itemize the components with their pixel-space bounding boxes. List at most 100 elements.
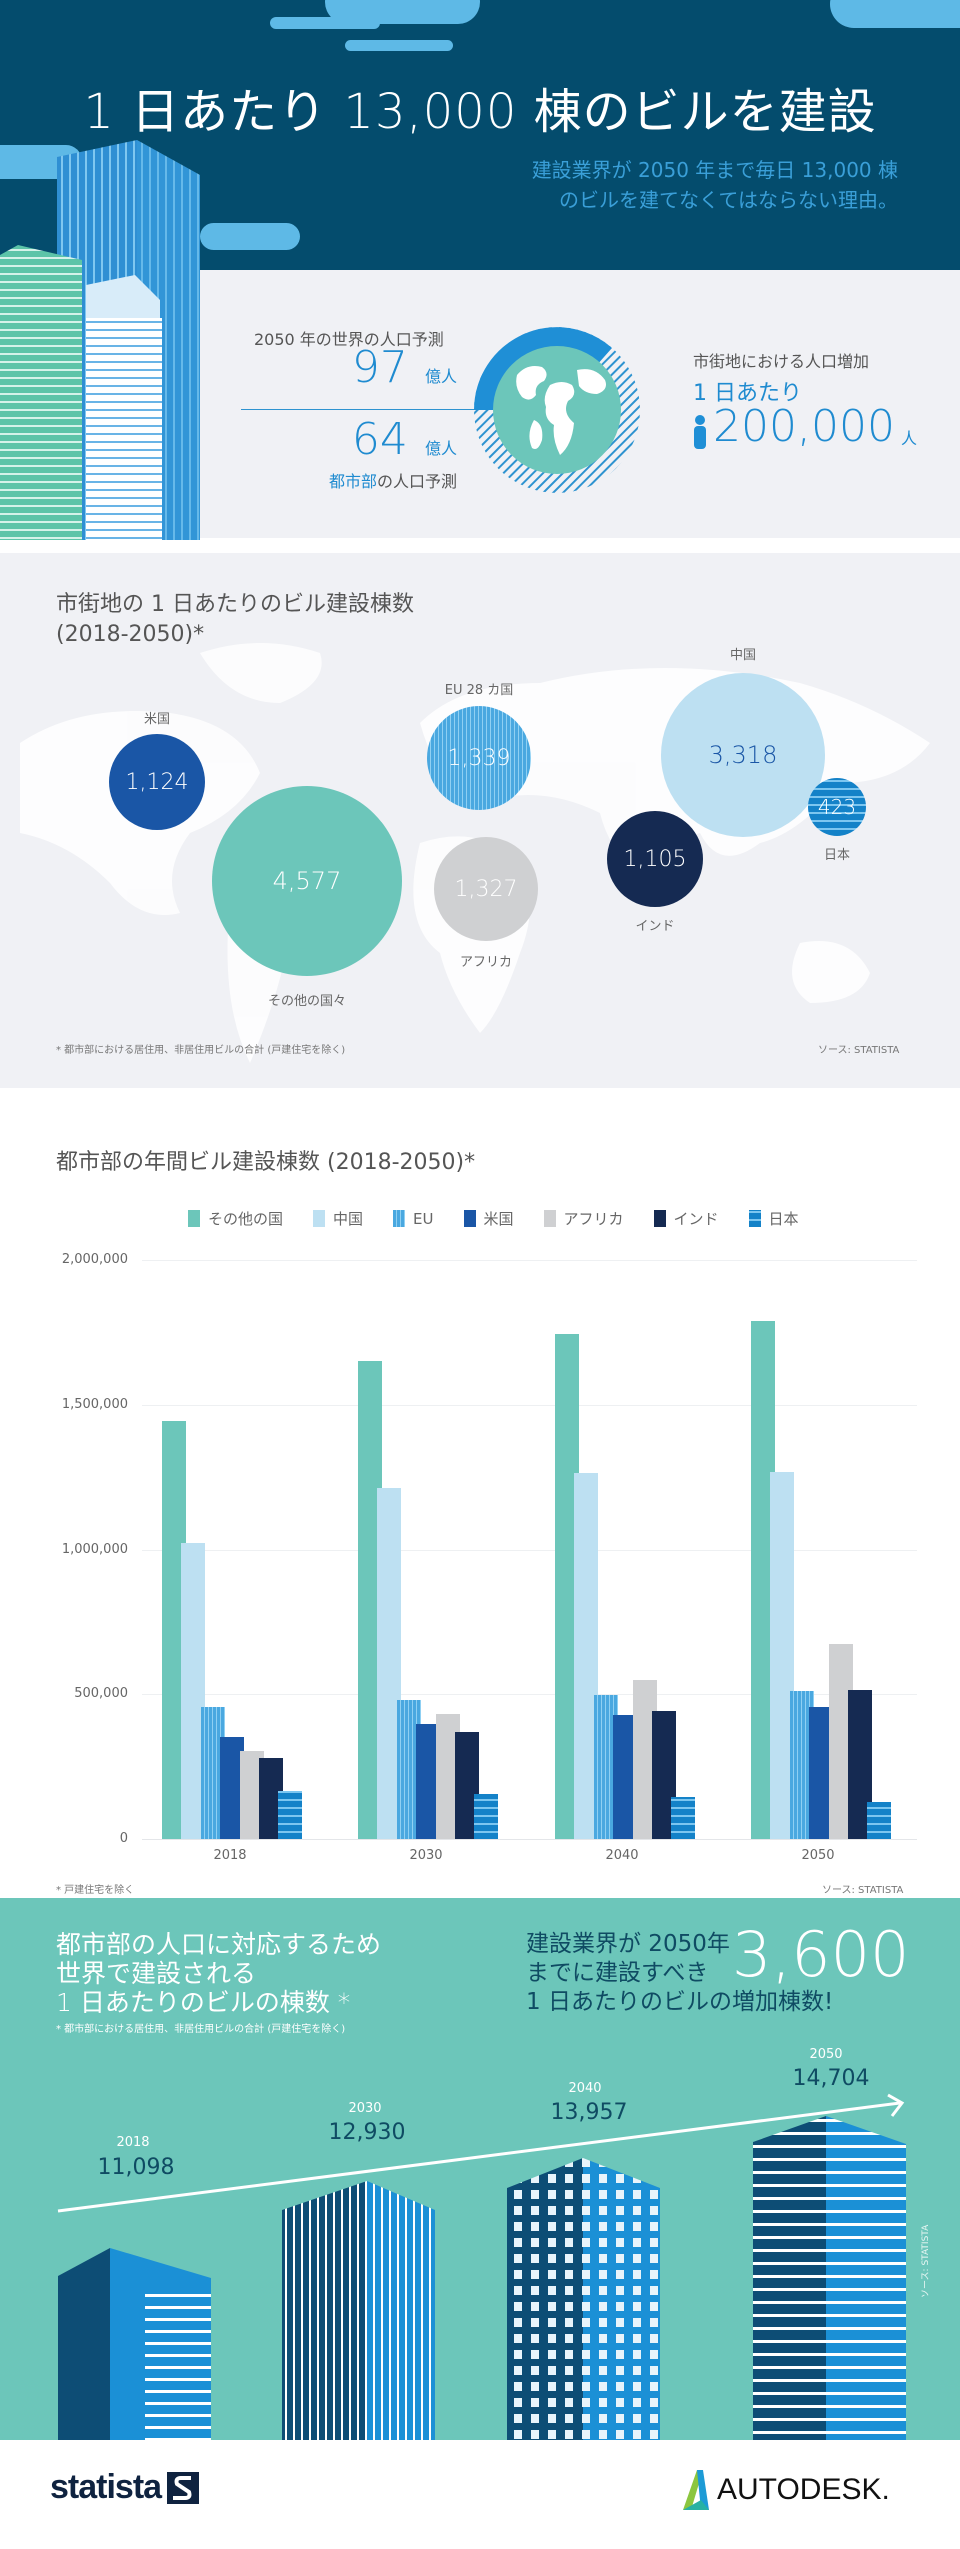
chart-legend: その他の国 中国 EU 米国 アフリカ インド 日本 [188, 1208, 799, 1229]
subtitle-line2: のビルを建てなくてはならない理由。 [559, 188, 898, 212]
daily-left-heading: 都市部の人口に対応するため 世界で建設される 1 日あたりのビルの棟数 * [56, 1930, 381, 2017]
per-day-value-row: 200,000 人 [693, 405, 917, 449]
legend-japan: 日本 [748, 1208, 799, 1229]
bubble-label-japan: 日本 [823, 848, 851, 863]
bubble-china: 3,318 [661, 673, 825, 837]
autodesk-icon [683, 2470, 709, 2510]
bubble-label-africa: アフリカ [459, 955, 513, 970]
per-day-value: 200,000 [713, 401, 895, 452]
bar [474, 1793, 499, 1839]
legend-other: その他の国 [188, 1208, 283, 1229]
big-number: 3,600 [732, 1918, 910, 1991]
bar [278, 1790, 303, 1839]
heading-line2: 世界で建設される [56, 1959, 257, 1988]
bubble-label-eu: EU 28 カ国 [444, 683, 514, 698]
year-value: 13,957 [550, 2100, 628, 2125]
urban-population-value: 64 億人 [340, 414, 457, 465]
bubble-label-china: 中国 [729, 648, 757, 663]
per-day-unit: 人 [900, 429, 917, 448]
heading-line3: 1 日あたりのビルの棟数 * [56, 1988, 351, 2017]
trend-arrow-icon [57, 2093, 905, 2213]
bubble-value: 1,105 [623, 846, 687, 872]
gridline [142, 1260, 917, 1261]
title-line1: 市街地の 1 日あたりのビル建設棟数 [56, 592, 414, 617]
x-label: 2030 [409, 1848, 443, 1863]
legend-label: 日本 [768, 1210, 799, 1228]
subtitle-line1: 建設業界が 2050 年まで毎日 13,000 棟 [531, 158, 898, 182]
daily-left-footnote: * 都市部における居住用、非居住用ビルの合計 (戸建住宅を除く) [56, 2024, 346, 2035]
year-label: 2018 [116, 2135, 150, 2150]
gridline [142, 1694, 917, 1695]
bubble-label-us: 米国 [143, 712, 171, 727]
bubble-value: 1,327 [454, 876, 518, 902]
bar-chart-section: 都市部の年間ビル建設棟数 (2018-2050)* その他の国 中国 EU 米国… [0, 1088, 960, 1898]
plot-area [142, 1260, 917, 1839]
legend-label: 中国 [333, 1210, 364, 1228]
urban-unit: 億人 [424, 439, 457, 458]
heading-line2: までに建設すべき [526, 1960, 709, 1986]
bubble-map-title: 市街地の 1 日あたりのビル建設棟数 (2018-2050)* [56, 590, 414, 650]
statista-logo[interactable]: statista [50, 2468, 200, 2507]
page-subtitle: 建設業界が 2050 年まで毎日 13,000 棟 のビルを建てなくてはならない… [418, 155, 898, 215]
legend-eu: EU [393, 1208, 434, 1229]
divider-line [241, 409, 556, 410]
urban-highlight: 都市部 [328, 472, 377, 491]
y-tick: 0 [119, 1831, 128, 1846]
bar [671, 1797, 696, 1839]
globe-icon [472, 325, 642, 495]
bubble-value: 3,318 [708, 741, 778, 769]
world-population-value: 97 億人 [340, 342, 457, 393]
person-icon [694, 415, 706, 449]
year-label: 2040 [568, 2081, 602, 2096]
cloud-decoration [345, 40, 453, 51]
bubble-source: ソース: STATISTA [818, 1045, 900, 1056]
heading-line1: 都市部の人口に対応するため [56, 1930, 382, 1959]
legend-us: 米国 [463, 1208, 514, 1229]
world-value: 97 [351, 342, 408, 393]
bubble-other-countries: 4,577 [212, 786, 402, 976]
legend-india: インド [653, 1208, 719, 1229]
urban-label-rest: の人口予測 [376, 472, 457, 491]
y-tick: 2,000,000 [61, 1252, 128, 1267]
bubble-africa: 1,327 [434, 837, 538, 941]
autodesk-logo[interactable]: AUTODESK. [683, 2470, 890, 2510]
daily-right-heading: 建設業界が 2050年 までに建設すべき 1 日あたりのビルの増加棟数! [526, 1930, 833, 2017]
statista-icon [167, 2471, 200, 2504]
x-label: 2050 [801, 1848, 835, 1863]
x-axis-line [142, 1839, 917, 1840]
daily-buildings-section: 都市部の人口に対応するため 世界で建設される 1 日あたりのビルの棟数 * * … [0, 1898, 960, 2440]
legend-label: インド [673, 1210, 719, 1228]
chart-source: ソース: STATISTA [822, 1885, 904, 1896]
bubble-japan: 423 [808, 778, 866, 836]
heading-line1: 建設業界が 2050年 [526, 1931, 730, 1957]
statista-wordmark: statista [50, 2468, 162, 2506]
x-label: 2018 [213, 1848, 247, 1863]
urban-value: 64 [351, 414, 408, 465]
year-label: 2030 [348, 2101, 382, 2116]
cloud-decoration [830, 0, 960, 28]
year-value: 14,704 [792, 2066, 870, 2091]
bubble-footnote: * 都市部における居住用、非居住用ビルの合計 (戸建住宅を除く) [56, 1045, 346, 1056]
y-tick: 1,000,000 [61, 1542, 128, 1557]
heading-line3: 1 日あたりのビルの増加棟数! [526, 1989, 834, 2015]
bubble-map-section: 市街地の 1 日あたりのビル建設棟数 (2018-2050)* 米国 1,124… [0, 553, 960, 1088]
cloud-decoration [270, 17, 380, 29]
side-source: ソース: STATISTA [921, 2224, 931, 2298]
buildings-illustration [58, 2116, 906, 2440]
title-line2: (2018-2050)* [56, 622, 205, 647]
legend-label: アフリカ [563, 1210, 624, 1228]
bubble-value: 4,577 [272, 867, 342, 895]
bar [867, 1801, 892, 1839]
legend-china: 中国 [313, 1208, 363, 1229]
legend-label: その他の国 [208, 1210, 284, 1228]
bar-chart-title: 都市部の年間ビル建設棟数 (2018-2050)* [56, 1150, 476, 1175]
page-title: 1 日あたり 13,000 棟のビルを建設 [83, 84, 877, 140]
urban-growth-label: 市街地における人口増加 [693, 352, 870, 371]
x-label: 2040 [605, 1848, 639, 1863]
legend-label: EU [413, 1209, 434, 1228]
per-day-label: 1 日あたり [693, 381, 802, 406]
legend-africa: アフリカ [543, 1208, 624, 1229]
world-unit: 億人 [424, 367, 457, 386]
skyscraper-illustration [0, 140, 205, 540]
bubble-label-other: その他の国々 [267, 994, 347, 1009]
